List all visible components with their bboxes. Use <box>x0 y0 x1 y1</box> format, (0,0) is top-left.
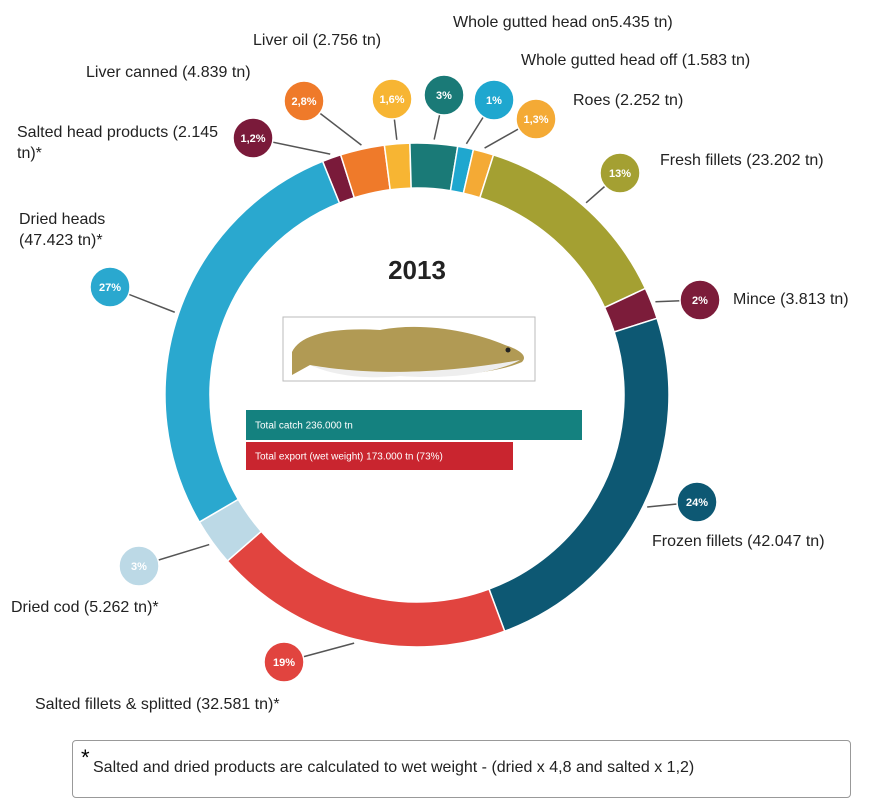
value-bubble <box>371 78 413 120</box>
donut-segment <box>226 530 506 648</box>
footnote-mark: * <box>81 745 90 770</box>
footnote-box: * Salted and dried products are calculat… <box>72 740 851 798</box>
category-label: Salted head products (2.145 tn)* <box>17 124 219 162</box>
value-label: 27% <box>99 282 121 294</box>
value-label: 19% <box>273 657 295 669</box>
value-bubble <box>118 545 160 587</box>
donut-segment <box>164 160 341 524</box>
export-bar <box>246 442 513 470</box>
value-bubble <box>283 80 325 122</box>
value-bubble <box>679 279 721 321</box>
center-label: 2013 <box>388 255 446 285</box>
value-label: 3% <box>436 90 452 102</box>
category-label: Whole gutted head off (1.583 tn) <box>521 52 751 69</box>
category-label: Mince (3.813 tn) <box>733 291 849 308</box>
category-label: Liver oil (2.756 tn) <box>253 32 382 49</box>
category-label: Whole gutted head on5.435 tn) <box>453 14 673 31</box>
value-label: 2% <box>692 295 708 307</box>
category-label: Liver canned (4.839 tn) <box>86 64 251 81</box>
catch-bar <box>246 410 582 440</box>
value-bubble <box>89 266 131 308</box>
value-bubble <box>263 641 305 683</box>
category-label: Dried heads (47.423 tn)* <box>19 211 106 249</box>
value-label: 1,6% <box>379 94 404 106</box>
category-label: Fresh fillets (23.202 tn) <box>660 152 824 169</box>
value-label: 3% <box>131 561 147 573</box>
category-label: Roes (2.252 tn) <box>573 92 684 109</box>
fish-image <box>282 316 536 382</box>
value-bubble <box>232 117 274 159</box>
category-label: Salted fillets & splitted (32.581 tn)* <box>35 696 280 713</box>
catch-label: Total catch 236.000 tn <box>255 421 353 432</box>
value-label: 13% <box>609 168 631 180</box>
value-label: 1,3% <box>523 114 548 126</box>
value-bubble <box>599 152 641 194</box>
category-label: Frozen fillets (42.047 tn) <box>652 533 825 550</box>
value-label: 24% <box>686 497 708 509</box>
value-bubble <box>423 74 465 116</box>
category-label: Dried cod (5.262 tn)* <box>11 599 159 616</box>
value-label: 1,2% <box>240 133 265 145</box>
value-bubble <box>515 98 557 140</box>
value-label: 2,8% <box>291 96 316 108</box>
donut-segment <box>409 142 459 192</box>
footnote-text: Salted and dried products are calculated… <box>93 759 695 776</box>
value-bubble <box>473 79 515 121</box>
value-label: 1% <box>486 95 502 107</box>
export-label: Total export (wet weight) 173.000 tn (73… <box>255 452 443 463</box>
value-bubble <box>676 481 718 523</box>
